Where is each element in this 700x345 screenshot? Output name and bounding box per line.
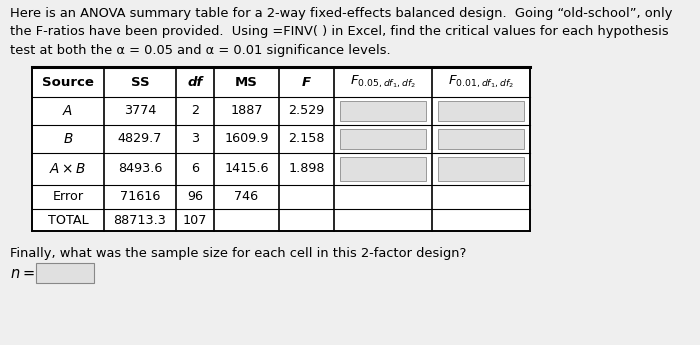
Text: Finally, what was the sample size for each cell in this 2-factor design?: Finally, what was the sample size for ea… (10, 246, 466, 259)
Text: 107: 107 (183, 214, 207, 227)
Text: 2.158: 2.158 (288, 132, 325, 146)
Text: $n =$: $n =$ (10, 266, 35, 280)
Text: 1609.9: 1609.9 (224, 132, 269, 146)
Text: 1887: 1887 (230, 105, 262, 118)
Bar (340, 101, 426, 121)
Text: 96: 96 (187, 190, 203, 204)
Text: SS: SS (131, 76, 149, 89)
Text: MS: MS (235, 76, 258, 89)
Text: 88713.3: 88713.3 (113, 214, 167, 227)
Bar (340, 157, 426, 181)
Bar (438, 129, 524, 149)
Bar (438, 101, 524, 121)
Text: 6: 6 (191, 162, 199, 176)
Text: $A$: $A$ (62, 104, 74, 118)
Text: Source: Source (42, 76, 94, 89)
Text: 3774: 3774 (124, 105, 156, 118)
Text: 1.898: 1.898 (288, 162, 325, 176)
Text: 4829.7: 4829.7 (118, 132, 162, 146)
Bar (36, 263, 94, 283)
Text: 8493.6: 8493.6 (118, 162, 162, 176)
Bar (438, 157, 524, 181)
Text: Error: Error (52, 190, 83, 204)
Bar (32, 67, 530, 231)
Text: 1415.6: 1415.6 (224, 162, 269, 176)
Text: $F_{0.01,df_1,df_2}$: $F_{0.01,df_1,df_2}$ (448, 74, 514, 90)
Text: Here is an ANOVA summary table for a 2-way fixed-effects balanced design.  Going: Here is an ANOVA summary table for a 2-w… (10, 7, 673, 57)
Text: 2.529: 2.529 (288, 105, 325, 118)
Text: $B$: $B$ (63, 132, 74, 146)
Text: 3: 3 (191, 132, 199, 146)
Text: $A \times B$: $A \times B$ (50, 162, 87, 176)
Bar (340, 129, 426, 149)
Text: df: df (188, 76, 202, 89)
Text: $F_{0.05,df_1,df_2}$: $F_{0.05,df_1,df_2}$ (350, 74, 416, 90)
Text: F: F (302, 76, 311, 89)
Text: 71616: 71616 (120, 190, 160, 204)
Text: 2: 2 (191, 105, 199, 118)
Text: TOTAL: TOTAL (48, 214, 88, 227)
Text: 746: 746 (234, 190, 258, 204)
